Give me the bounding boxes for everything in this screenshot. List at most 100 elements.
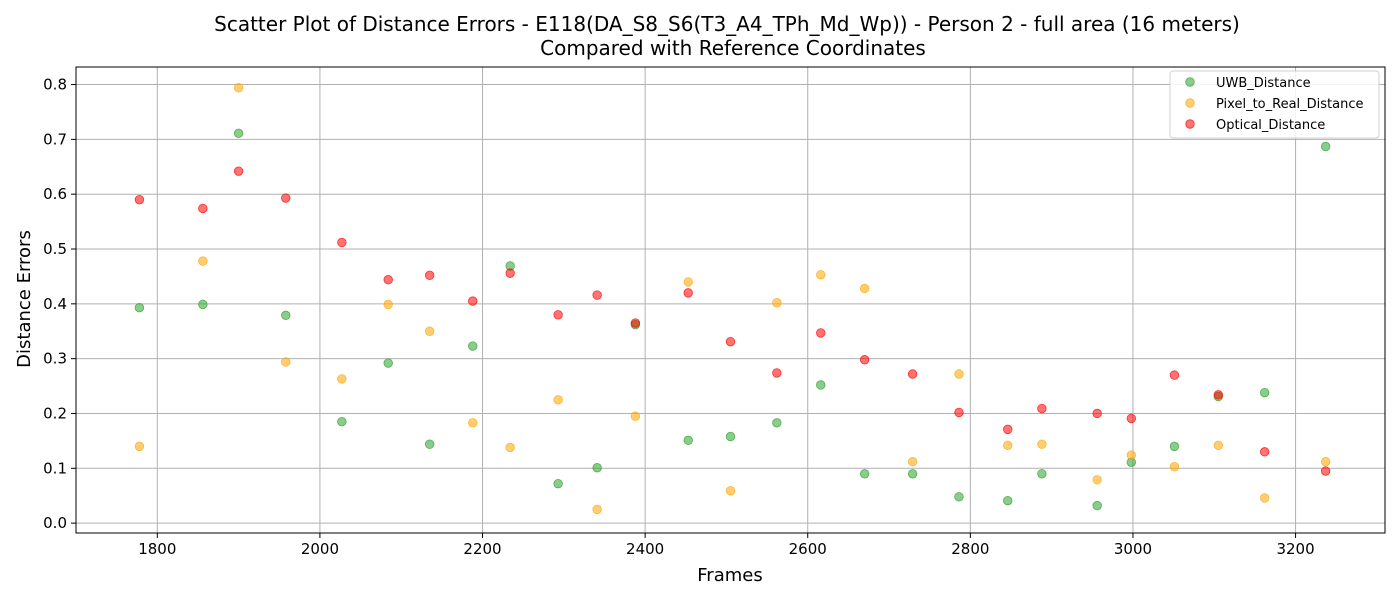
data-point	[1320, 141, 1331, 152]
data-point	[1003, 424, 1013, 435]
data-point	[725, 431, 736, 442]
data-point	[383, 358, 393, 368]
data-point	[683, 277, 693, 287]
data-point	[198, 256, 208, 266]
data-point	[233, 128, 244, 139]
data-point	[772, 368, 782, 378]
data-point	[725, 486, 736, 496]
data-point	[1259, 493, 1270, 503]
data-point	[198, 203, 208, 214]
data-point	[1320, 457, 1331, 467]
data-point	[1126, 413, 1137, 424]
data-point	[281, 310, 291, 321]
data-point	[1003, 440, 1013, 450]
data-point	[683, 288, 693, 298]
grid-lines	[76, 67, 1385, 533]
data-point	[954, 407, 964, 418]
x-axis-ticks: 1800 2000 2200 2400 2600 2800 3000 3200	[138, 533, 1315, 558]
data-point	[1092, 475, 1102, 485]
data-point	[1259, 387, 1270, 398]
y-tick-label: 0.5	[43, 240, 67, 258]
data-point	[134, 194, 145, 205]
data-point	[337, 417, 347, 427]
data-point	[505, 442, 515, 453]
data-point	[383, 275, 393, 285]
data-point	[233, 83, 244, 93]
data-point	[134, 441, 145, 452]
data-point	[1213, 390, 1224, 400]
data-point	[592, 463, 602, 473]
legend-label: Pixel_to_Real_Distance	[1216, 97, 1364, 112]
data-point	[281, 357, 291, 367]
plot-frame	[75, 66, 1386, 534]
y-axis-ticks: 0.0 0.1 0.2 0.3 0.4 0.5 0.6 0.7 0.8	[43, 76, 76, 532]
data-point	[1320, 466, 1331, 476]
y-tick-label: 0.4	[43, 295, 67, 313]
y-tick-label: 0.7	[43, 130, 67, 148]
data-point	[468, 341, 478, 351]
legend-box	[1169, 70, 1380, 139]
data-point	[198, 299, 208, 310]
data-point	[1169, 441, 1180, 452]
data-point	[468, 418, 478, 428]
data-point	[592, 504, 602, 515]
x-tick-label: 3000	[1114, 540, 1152, 558]
data-point	[383, 299, 393, 310]
data-point	[630, 411, 641, 421]
data-point	[859, 355, 870, 365]
data-point	[1092, 500, 1102, 511]
x-tick-label: 2400	[626, 540, 664, 558]
data-point	[630, 318, 641, 328]
data-point	[337, 237, 347, 248]
data-point	[954, 369, 964, 379]
data-points	[134, 83, 1331, 515]
series-optical-distance	[134, 166, 1331, 476]
data-point	[553, 478, 563, 489]
series-pixel-to-real-distance	[134, 83, 1331, 515]
legend-label: UWB_Distance	[1216, 76, 1311, 91]
data-point	[954, 492, 964, 502]
data-point	[337, 374, 347, 384]
x-tick-label: 2600	[789, 540, 827, 558]
legend-marker	[1185, 98, 1195, 108]
data-point	[1092, 408, 1102, 419]
data-point	[1169, 461, 1180, 472]
legend: UWB_Distance Pixel_to_Real_Distance Optica…	[1169, 70, 1380, 139]
data-point	[725, 336, 736, 347]
data-point	[592, 290, 602, 300]
data-point	[1259, 447, 1270, 457]
chart-title-line-1: Scatter Plot of Distance Errors - E118(D…	[214, 12, 1240, 36]
data-point	[424, 270, 435, 281]
data-point	[1037, 403, 1047, 414]
data-point	[907, 457, 918, 467]
y-tick-label: 0.3	[43, 350, 67, 368]
data-point	[1037, 469, 1047, 479]
data-point	[424, 439, 435, 449]
y-tick-label: 0.6	[43, 185, 67, 203]
y-tick-label: 0.1	[43, 459, 67, 477]
y-tick-label: 0.0	[43, 514, 67, 532]
data-point	[281, 193, 291, 203]
y-axis-label: Distance Errors	[14, 230, 35, 368]
data-point	[1169, 370, 1180, 380]
x-axis-label: Frames	[697, 565, 762, 586]
data-point	[505, 268, 515, 278]
x-tick-label: 1800	[138, 540, 176, 558]
series-uwb-distance	[134, 128, 1331, 511]
data-point	[816, 270, 826, 280]
x-tick-label: 2800	[951, 540, 989, 558]
data-point	[1003, 495, 1013, 506]
y-tick-label: 0.8	[43, 76, 67, 94]
legend-marker	[1185, 119, 1195, 129]
data-point	[772, 298, 782, 308]
data-point	[907, 469, 918, 479]
data-point	[424, 326, 435, 336]
data-point	[859, 283, 870, 294]
y-tick-label: 0.2	[43, 404, 67, 422]
legend-marker	[1185, 77, 1195, 87]
data-point	[468, 296, 478, 306]
legend-label: Optical_Distance	[1216, 118, 1325, 133]
data-point	[233, 166, 244, 176]
x-tick-label: 2000	[301, 540, 339, 558]
